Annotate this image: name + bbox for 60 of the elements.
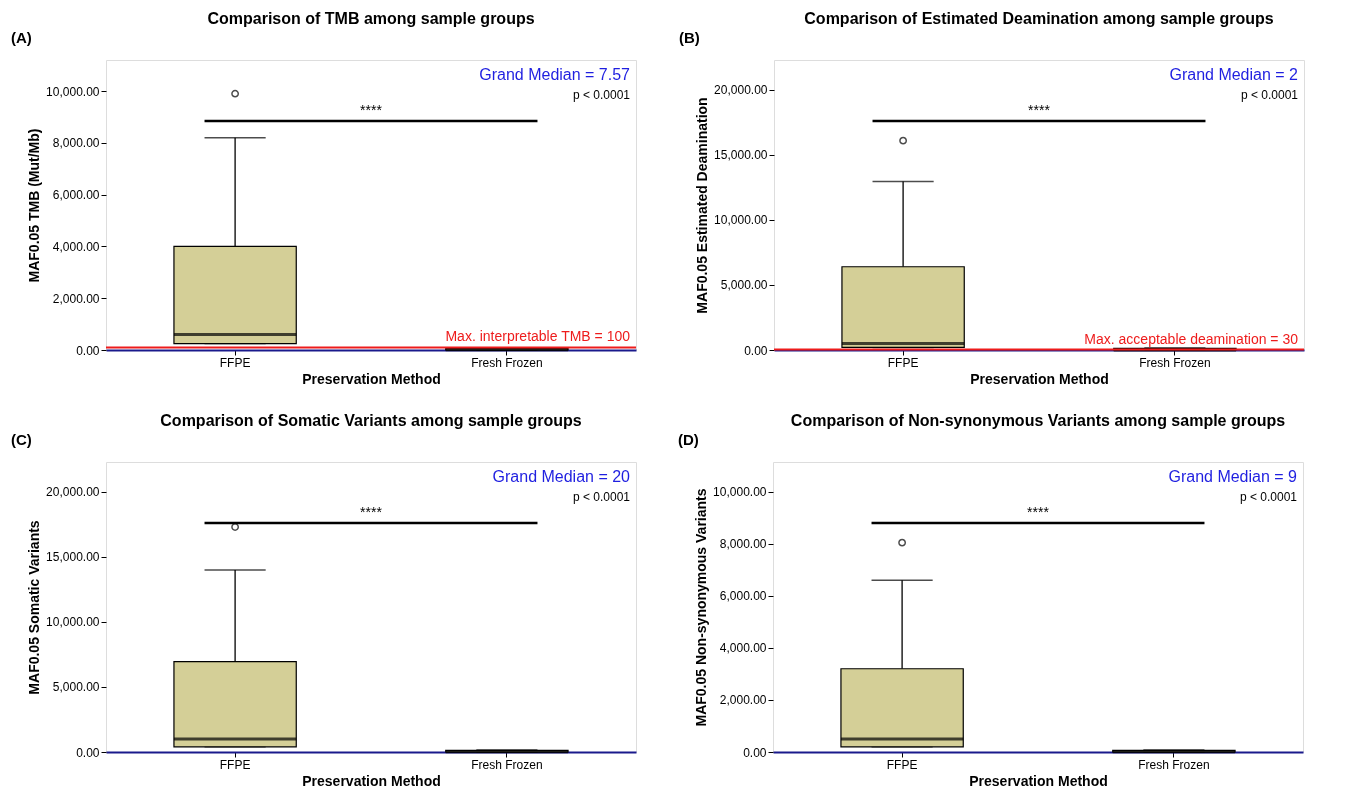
ref-line-label: Max. interpretable TMB = 100 bbox=[445, 328, 631, 345]
text: (B) bbox=[679, 29, 700, 46]
x-tick-label: FFPE bbox=[887, 355, 919, 370]
y-tick-label: 2,000.00 bbox=[52, 291, 100, 306]
y-tick-label: 20,000.00 bbox=[46, 485, 100, 500]
annotation: **** bbox=[1027, 503, 1050, 520]
y-tick-label: 10,000.00 bbox=[46, 84, 100, 99]
y-tick-label: 5,000.00 bbox=[720, 278, 768, 293]
text: (A) bbox=[11, 29, 32, 46]
x-tick-label: FFPE bbox=[219, 355, 251, 370]
y-tick-label: 8,000.00 bbox=[719, 537, 767, 552]
annotation: p < 0.0001 bbox=[1240, 88, 1299, 102]
text: (D) bbox=[678, 431, 699, 448]
text: (C) bbox=[11, 431, 32, 448]
annotation: Grand Median = 9 bbox=[1168, 468, 1298, 485]
annotation: **** bbox=[360, 101, 383, 118]
y-tick-label: 0.00 bbox=[744, 343, 768, 358]
x-tick-label: Fresh Frozen bbox=[471, 355, 543, 370]
y-tick-label: 0.00 bbox=[76, 745, 100, 760]
y-tick-label: 4,000.00 bbox=[52, 239, 100, 254]
x-tick-label: Fresh Frozen bbox=[1138, 757, 1210, 772]
y-tick-label: 5,000.00 bbox=[52, 680, 100, 695]
annotation: **** bbox=[1028, 101, 1051, 118]
annotation: p < 0.0001 bbox=[572, 88, 631, 102]
y-tick-label: 6,000.00 bbox=[719, 589, 767, 604]
annotation: p < 0.0001 bbox=[1239, 490, 1298, 504]
annotation: p < 0.0001 bbox=[572, 490, 631, 504]
y-tick-label: 15,000.00 bbox=[46, 550, 100, 565]
y-tick-label: 4,000.00 bbox=[719, 641, 767, 656]
x-axis-title: Preservation Method bbox=[969, 772, 1108, 789]
y-tick-label: 15,000.00 bbox=[714, 148, 768, 163]
ref-line-label: Max. acceptable deamination = 30 bbox=[1084, 330, 1299, 347]
y-axis-title: MAF0.05 Somatic Variants bbox=[26, 520, 43, 695]
x-tick-label: Fresh Frozen bbox=[471, 757, 543, 772]
chart-title: Comparison of TMB among sample groups bbox=[207, 10, 535, 27]
annotation: **** bbox=[360, 503, 383, 520]
chart-title: Comparison of Somatic Variants among sample groups bbox=[160, 412, 582, 429]
x-axis-title: Preservation Method bbox=[302, 370, 441, 387]
y-tick-label: 2,000.00 bbox=[719, 693, 767, 708]
y-axis-title: MAF0.05 Non-synonymous Variants bbox=[693, 488, 710, 727]
y-tick-label: 10,000.00 bbox=[714, 213, 768, 228]
annotation: Grand Median = 2 bbox=[1169, 66, 1299, 83]
annotation: Grand Median = 7.57 bbox=[479, 66, 631, 83]
y-axis-title: MAF0.05 TMB (Mut/Mb) bbox=[26, 128, 43, 283]
y-tick-label: 10,000.00 bbox=[713, 485, 767, 500]
x-tick-label: FFPE bbox=[886, 757, 918, 772]
x-tick-label: Fresh Frozen bbox=[1139, 355, 1211, 370]
y-axis-title: MAF0.05 Estimated Deamination bbox=[694, 97, 711, 314]
annotation: Grand Median = 20 bbox=[492, 468, 631, 485]
y-tick-label: 10,000.00 bbox=[46, 615, 100, 630]
y-tick-label: 20,000.00 bbox=[714, 83, 768, 98]
y-tick-label: 0.00 bbox=[76, 343, 100, 358]
x-tick-label: FFPE bbox=[219, 757, 251, 772]
chart-title: Comparison of Non-synonymous Variants among sample groups bbox=[790, 412, 1286, 429]
y-tick-label: 8,000.00 bbox=[52, 136, 100, 151]
x-axis-title: Preservation Method bbox=[302, 772, 441, 789]
chart-title: Comparison of Estimated Deamination among sample groups bbox=[804, 10, 1274, 27]
y-tick-label: 0.00 bbox=[743, 745, 767, 760]
x-axis-title: Preservation Method bbox=[970, 370, 1109, 387]
y-tick-label: 6,000.00 bbox=[52, 188, 100, 203]
